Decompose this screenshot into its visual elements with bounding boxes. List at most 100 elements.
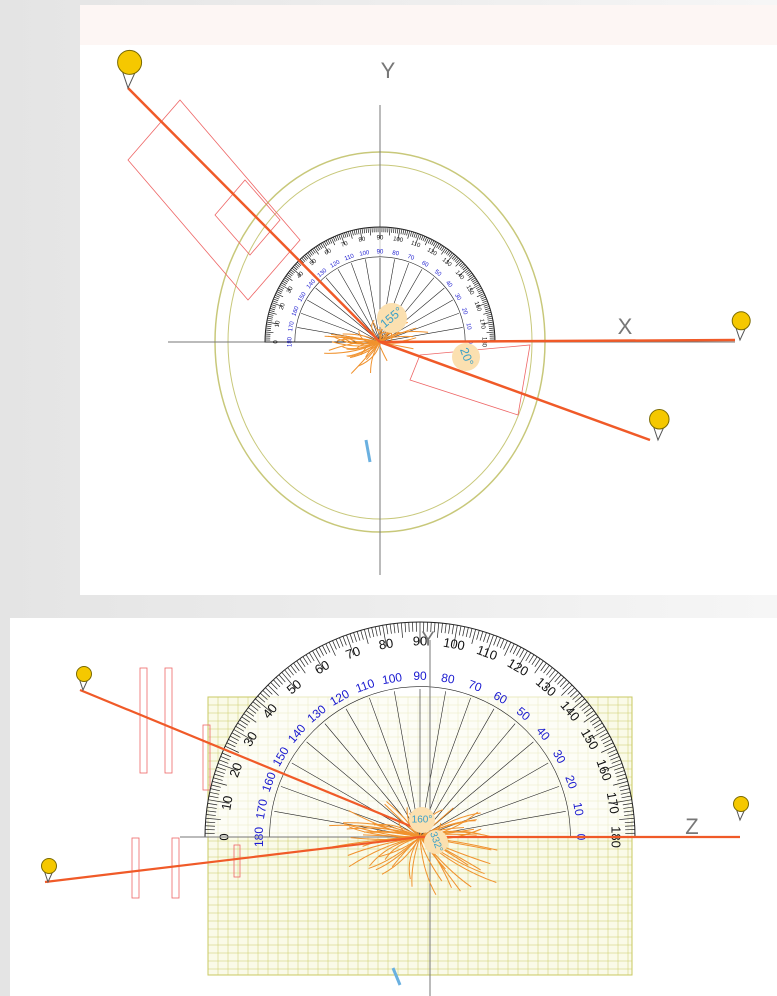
protractor-inner-label: 20 <box>562 773 580 791</box>
protractor-inner-label: 40 <box>444 280 453 289</box>
protractor-tick <box>378 625 382 636</box>
protractor-tick <box>473 282 479 286</box>
root <box>377 329 382 343</box>
protractor-tick <box>615 770 625 774</box>
protractor-tick <box>486 633 491 643</box>
protractor-tick <box>468 274 474 278</box>
protractor-tick <box>458 625 462 636</box>
protractor-tick <box>489 329 495 331</box>
protractor-tick <box>233 729 253 741</box>
root <box>350 341 381 374</box>
protractor-tick <box>267 317 273 320</box>
root <box>408 836 421 880</box>
protractor-tick <box>625 825 635 827</box>
protractor-tick <box>623 806 633 809</box>
protractor-tick <box>455 260 462 267</box>
protractor-outer-label: 110 <box>475 642 500 663</box>
protractor-tick <box>252 701 261 709</box>
protractor-tick <box>351 230 354 236</box>
protractor-tick <box>304 254 309 260</box>
protractor-tick <box>212 781 227 786</box>
protractor-tick <box>272 300 278 303</box>
protractor-tick <box>475 285 481 290</box>
protractor-tick <box>367 227 369 233</box>
protractor-tick <box>267 319 273 322</box>
protractor-tick <box>487 319 493 322</box>
protractor-tick <box>248 707 257 714</box>
protractor-tick <box>393 227 395 234</box>
protractor-tick <box>484 308 491 311</box>
protractor-tick <box>546 667 553 676</box>
protractor-outer-label: 170 <box>604 791 623 815</box>
protractor-tick <box>431 242 438 253</box>
protractor-tick <box>365 227 367 234</box>
protractor-tick <box>528 654 535 664</box>
pin-head <box>41 858 57 874</box>
protractor-tick <box>621 795 632 799</box>
protractor-tick <box>219 759 229 764</box>
protractor-tick <box>374 626 378 637</box>
protractor-tick <box>448 624 451 634</box>
protractor-tick <box>413 232 416 238</box>
protractor-tick <box>619 788 630 792</box>
protractor-tick <box>205 817 221 820</box>
protractor-tick <box>349 633 354 643</box>
protractor-tick <box>313 247 319 255</box>
protractor-tick <box>207 806 217 809</box>
protractor-tick <box>482 300 488 303</box>
protractor-tick <box>318 244 323 250</box>
protractor-tick <box>262 690 271 698</box>
protractor-spoke <box>419 723 516 838</box>
protractor-tick <box>317 245 321 251</box>
pin-head <box>117 49 143 75</box>
axis-label-z: Z <box>685 814 698 839</box>
protractor-tick <box>441 247 447 255</box>
protractor-tick <box>211 784 221 788</box>
protractor-tick <box>534 660 544 674</box>
protractor-tick <box>557 676 565 685</box>
root <box>384 803 421 838</box>
protractor-outer-label: 90 <box>413 633 427 648</box>
protractor-tick <box>290 269 295 274</box>
protractor-outer-label: 100 <box>442 635 466 654</box>
protractor-inner-label: 160 <box>259 770 279 794</box>
protractor-tick <box>622 803 633 806</box>
protractor-tick <box>574 695 583 703</box>
protractor-tick <box>454 257 459 262</box>
protractor-tick <box>250 704 259 711</box>
protractor-tick <box>461 264 466 269</box>
protractor-tick <box>483 311 492 315</box>
protractor-outer-label: 30 <box>240 729 260 749</box>
protractor-tick <box>462 266 468 271</box>
protractor-tick <box>386 624 389 635</box>
protractor-tick <box>367 628 371 638</box>
protractor-outer-label: 160 <box>593 757 615 783</box>
angle-bubble <box>409 807 435 833</box>
protractor-tick <box>371 627 375 638</box>
protractor-tick <box>445 249 450 255</box>
axis-label-y: Y <box>381 58 396 83</box>
root <box>343 822 421 838</box>
protractor-tick <box>331 237 336 246</box>
protractor-tick <box>265 327 272 329</box>
protractor-tick <box>561 684 573 696</box>
pin-head <box>649 408 670 430</box>
protractor-outer-label: 70 <box>344 643 363 662</box>
protractor-outer-label: 10 <box>275 320 282 328</box>
protractor-tick <box>297 261 302 266</box>
top-strip <box>80 5 777 45</box>
protractor-tick <box>241 716 250 723</box>
protractor-tick <box>509 643 515 653</box>
protractor-tick <box>400 622 403 638</box>
protractor-inner-label: 30 <box>453 293 462 302</box>
protractor-tick <box>616 773 626 778</box>
protractor-tick <box>266 321 279 325</box>
protractor-outer-label: 150 <box>464 284 475 296</box>
protractor-tick <box>205 821 216 824</box>
protractor-tick <box>292 266 298 271</box>
protractor-tick <box>206 810 217 813</box>
protractor-tick <box>424 236 428 242</box>
protractor-inner-label: 10 <box>570 801 586 817</box>
protractor-tick <box>207 803 218 806</box>
